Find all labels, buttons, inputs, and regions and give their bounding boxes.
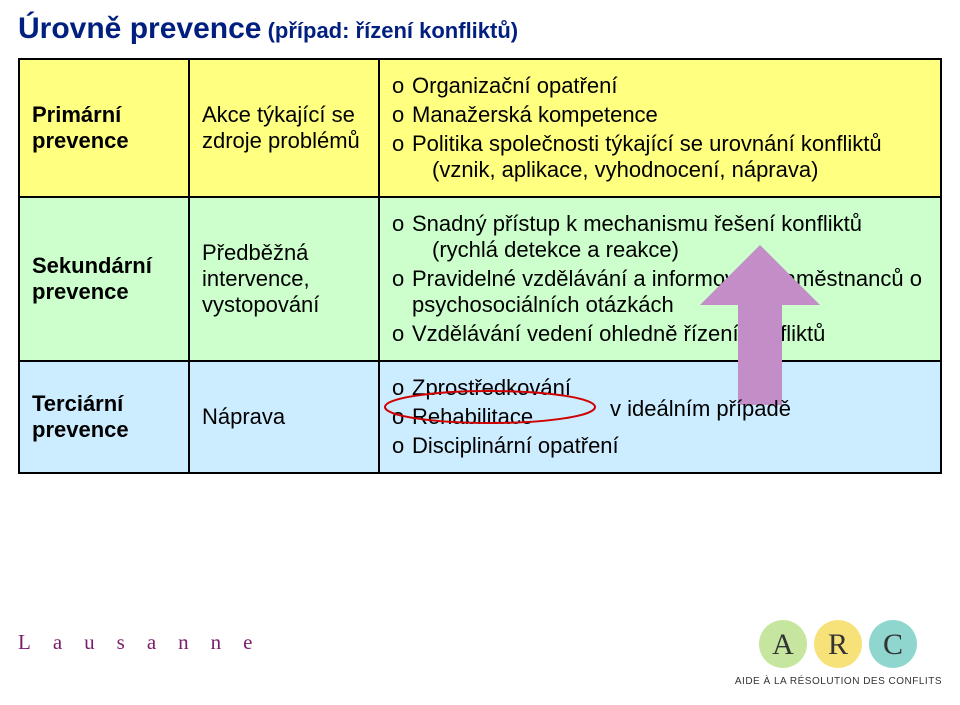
list-item: Politika společnosti týkající se urovnán… [392,131,928,183]
list-item: Vzdělávání vedení ohledně řízení konflik… [392,321,928,347]
title-sub: (případ: řízení konfliktů) [261,18,518,43]
list-item: Zprostředkování [392,375,928,401]
lausanne-letter: L [18,630,31,655]
lausanne-letter: n [211,630,222,655]
svg-text:C: C [883,628,903,661]
row-details: Organizační opatření Manažerská kompeten… [379,59,941,197]
lausanne-letter: n [178,630,189,655]
row-label: Primární prevence [19,59,189,197]
list-item: Manažerská kompetence [392,102,928,128]
row-label: Terciární prevence [19,361,189,473]
list-item: Disciplinární opatření [392,433,928,459]
arc-logo-icon: A R C [753,614,923,672]
title-main: Úrovně prevence [18,12,261,45]
lausanne-letter: e [243,630,252,655]
svg-text:A: A [773,628,795,661]
list-item: Snadný přístup k mechanismu řešení konfl… [392,211,928,263]
lausanne-letter: a [53,630,62,655]
row-action: Předběžná intervence, vystopování [189,197,379,361]
slide-title: Úrovně prevence (případ: řízení konflikt… [0,0,960,58]
list-item: Pravidelné vzdělávání a informování zamě… [392,266,928,318]
list-item: Organizační opatření [392,73,928,99]
table-row: Primární prevence Akce týkající se zdroj… [19,59,941,197]
row-label: Sekundární prevence [19,197,189,361]
svg-text:R: R [828,628,848,661]
row-details: Snadný přístup k mechanismu řešení konfl… [379,197,941,361]
row-details: Zprostředkování Rehabilitace Disciplinár… [379,361,941,473]
row-action: Akce týkající se zdroje problémů [189,59,379,197]
arc-tagline: AIDE À LA RÉSOLUTION DES CONFLITS [735,676,942,687]
prevention-table: Primární prevence Akce týkající se zdroj… [18,58,942,474]
lausanne-letter: a [147,630,156,655]
row-action: Náprava [189,361,379,473]
arc-logo: A R C AIDE À LA RÉSOLUTION DES CONFLITS [735,614,942,687]
lausanne-letter: u [84,630,95,655]
list-item: Rehabilitace [392,404,928,430]
lausanne-label: L a u s a n n e [18,630,253,655]
table-row: Terciární prevence Náprava Zprostředková… [19,361,941,473]
table-row: Sekundární prevence Předběžná intervence… [19,197,941,361]
lausanne-letter: s [117,630,125,655]
